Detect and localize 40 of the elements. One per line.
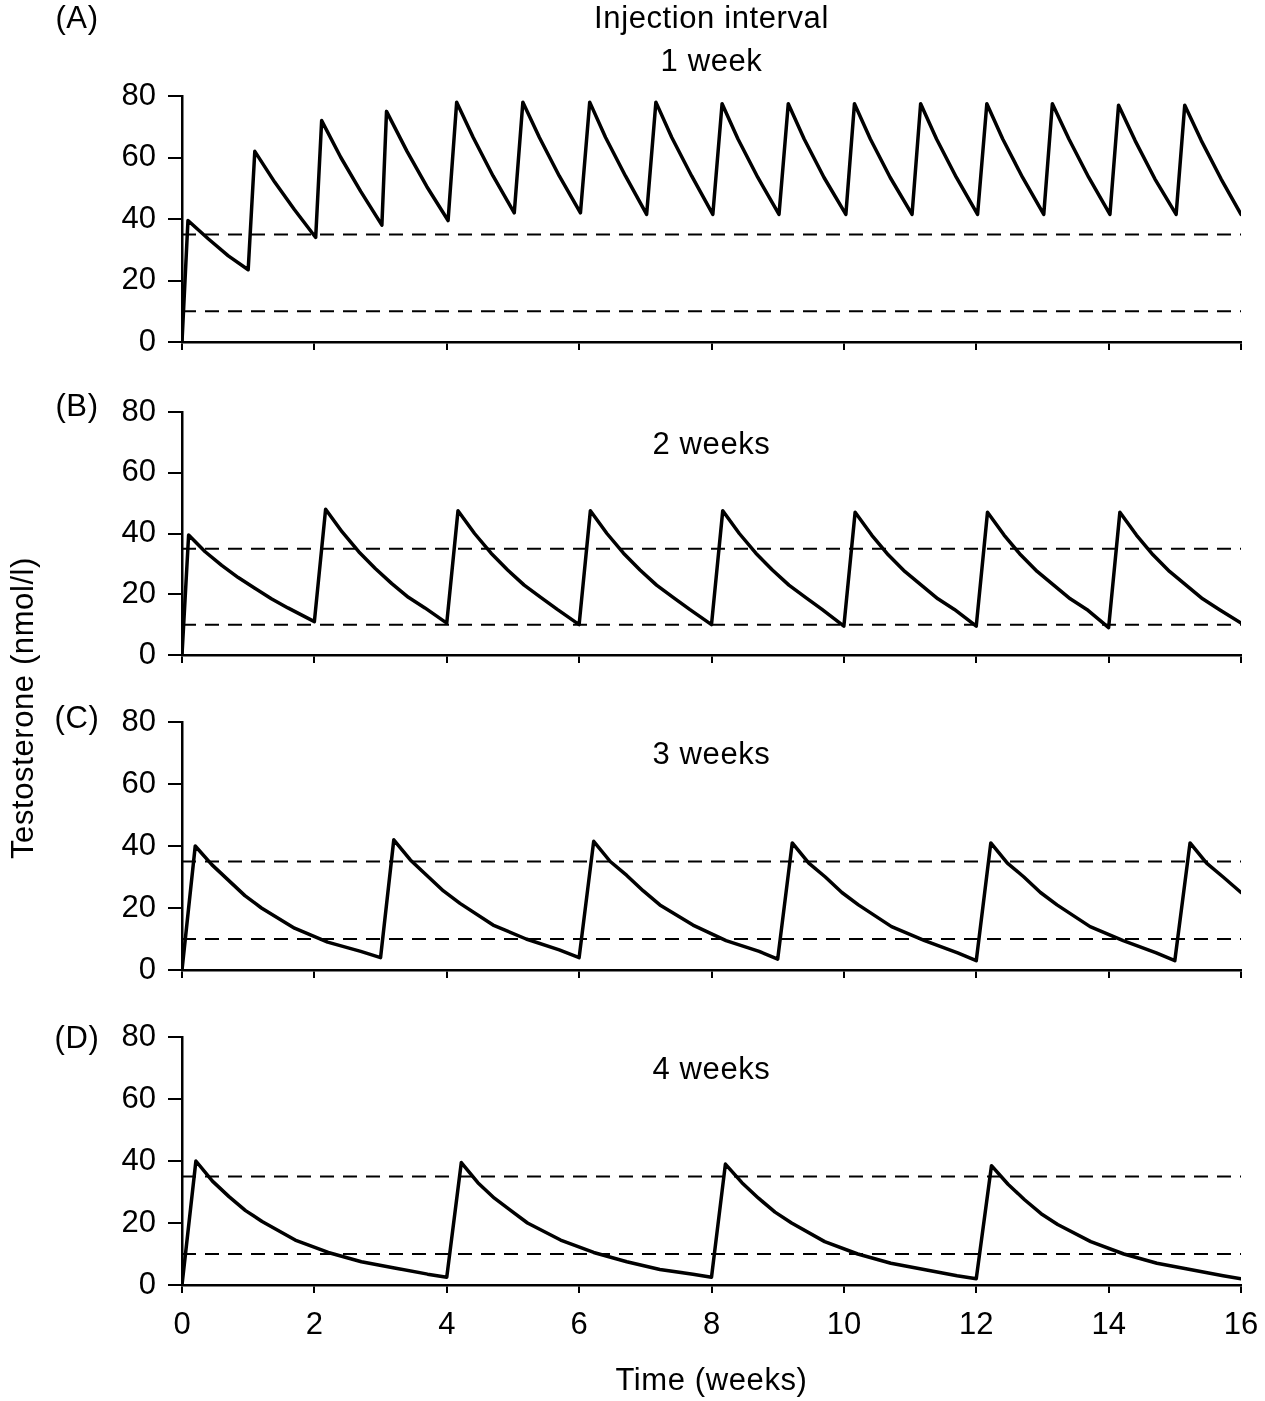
y-tick-label: 40 [121,514,156,550]
y-tick-label: 60 [121,138,156,174]
y-tick-label: 20 [121,888,156,924]
y-tick-label: 80 [121,392,156,428]
x-tick-label: 6 [570,1306,588,1342]
y-axis-title: Testosterone (nmol/l) [4,556,40,860]
y-tick-label: 0 [138,1265,156,1301]
text: (C) [54,699,100,735]
y-tick-label: 0 [138,635,156,671]
y-tick-label: 40 [121,1141,156,1177]
y-tick-label: 40 [121,199,156,235]
x-tick-label: 4 [438,1306,456,1342]
y-tick-label: 40 [121,826,156,862]
y-tick-label: 0 [138,322,156,358]
x-tick-label: 12 [959,1306,994,1342]
chart-title: 3 weeks [652,735,771,771]
y-tick-label: 80 [121,702,156,738]
y-tick-label: 0 [138,950,156,986]
text: (A) [55,0,99,35]
text: (D) [54,1019,100,1055]
x-tick-label: 10 [826,1306,862,1342]
y-tick-label: 20 [121,261,156,297]
text: (B) [55,387,99,423]
chart-subtitle: 1 week [660,42,763,78]
x-tick-label: 14 [1091,1306,1126,1342]
y-tick-label: 80 [121,1017,156,1053]
y-tick-label: 60 [121,1079,156,1115]
x-tick-label: 2 [305,1306,323,1342]
chart-title: Injection interval [594,0,829,35]
y-tick-label: 60 [121,764,156,800]
x-tick-label: 16 [1223,1306,1259,1342]
x-tick-label: 0 [173,1306,191,1342]
y-tick-label: 20 [121,574,156,610]
x-axis-title: Time (weeks) [615,1361,808,1397]
y-tick-label: 20 [121,1203,156,1239]
chart-title: 2 weeks [652,425,771,461]
chart-title: 4 weeks [652,1050,771,1086]
y-tick-label: 80 [121,76,156,112]
y-tick-label: 60 [121,453,156,489]
x-tick-label: 8 [702,1306,721,1342]
